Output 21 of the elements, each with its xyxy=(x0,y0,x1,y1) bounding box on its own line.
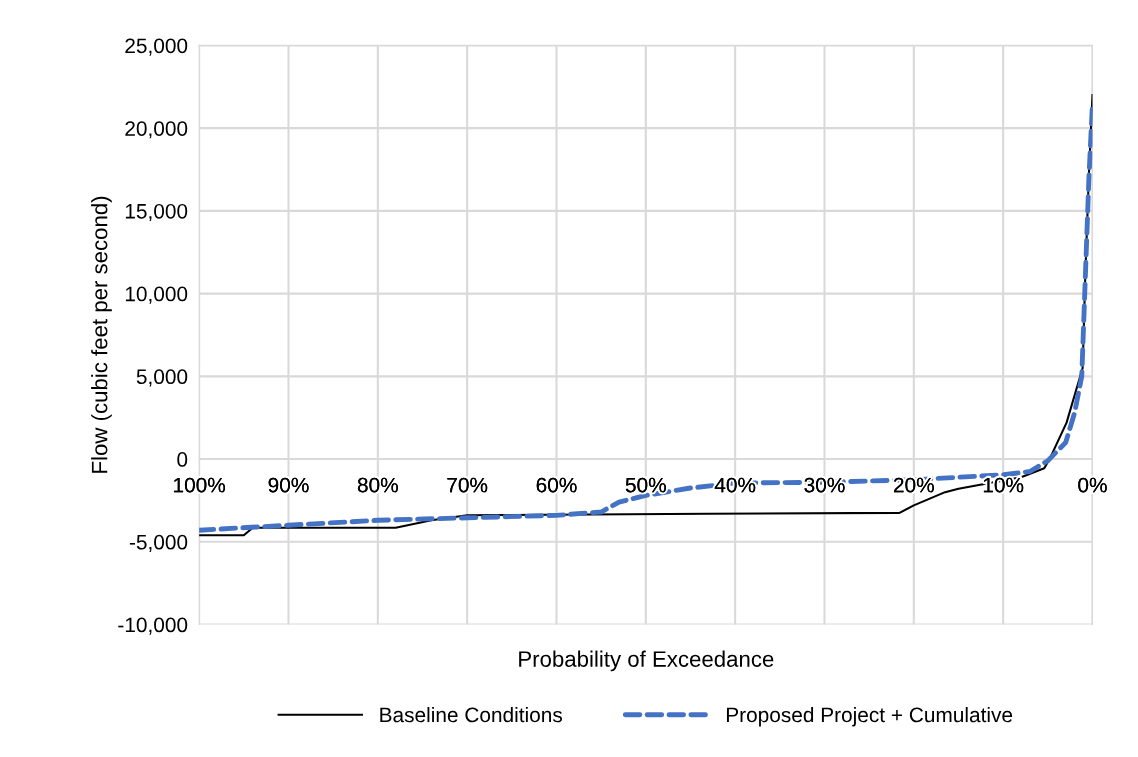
x-tick-label: 80% xyxy=(357,477,398,493)
y-tick-label: 25,000 xyxy=(125,38,188,56)
x-tick-label: 0% xyxy=(1078,477,1107,493)
y-tick-label: -10,000 xyxy=(118,617,188,635)
y-tick-label: 15,000 xyxy=(125,203,188,222)
x-tick-label: 70% xyxy=(447,477,488,493)
y-tick-label: 20,000 xyxy=(125,121,188,139)
x-axis-title: Probability of Exceedance xyxy=(519,650,774,672)
y-tick-label: 5,000 xyxy=(136,369,188,387)
y-tick-label: 10,000 xyxy=(125,286,188,304)
x-tick-label: 10% xyxy=(983,477,1024,493)
x-tick-label: 60% xyxy=(536,477,577,493)
legend-label: Baseline Conditions xyxy=(380,706,563,723)
x-tick-label: 100% xyxy=(174,477,226,493)
x-tick-label: 20% xyxy=(894,477,934,493)
x-tick-label: 90% xyxy=(268,477,309,493)
y-axis-title: Flow (cubic feet per second) xyxy=(91,196,112,473)
y-tick-label: 0 xyxy=(177,452,188,467)
y-tick-label: -5,000 xyxy=(129,534,188,553)
legend-label: Proposed Project + Cumulative xyxy=(726,706,1013,727)
x-tick-label: 50% xyxy=(625,477,666,493)
